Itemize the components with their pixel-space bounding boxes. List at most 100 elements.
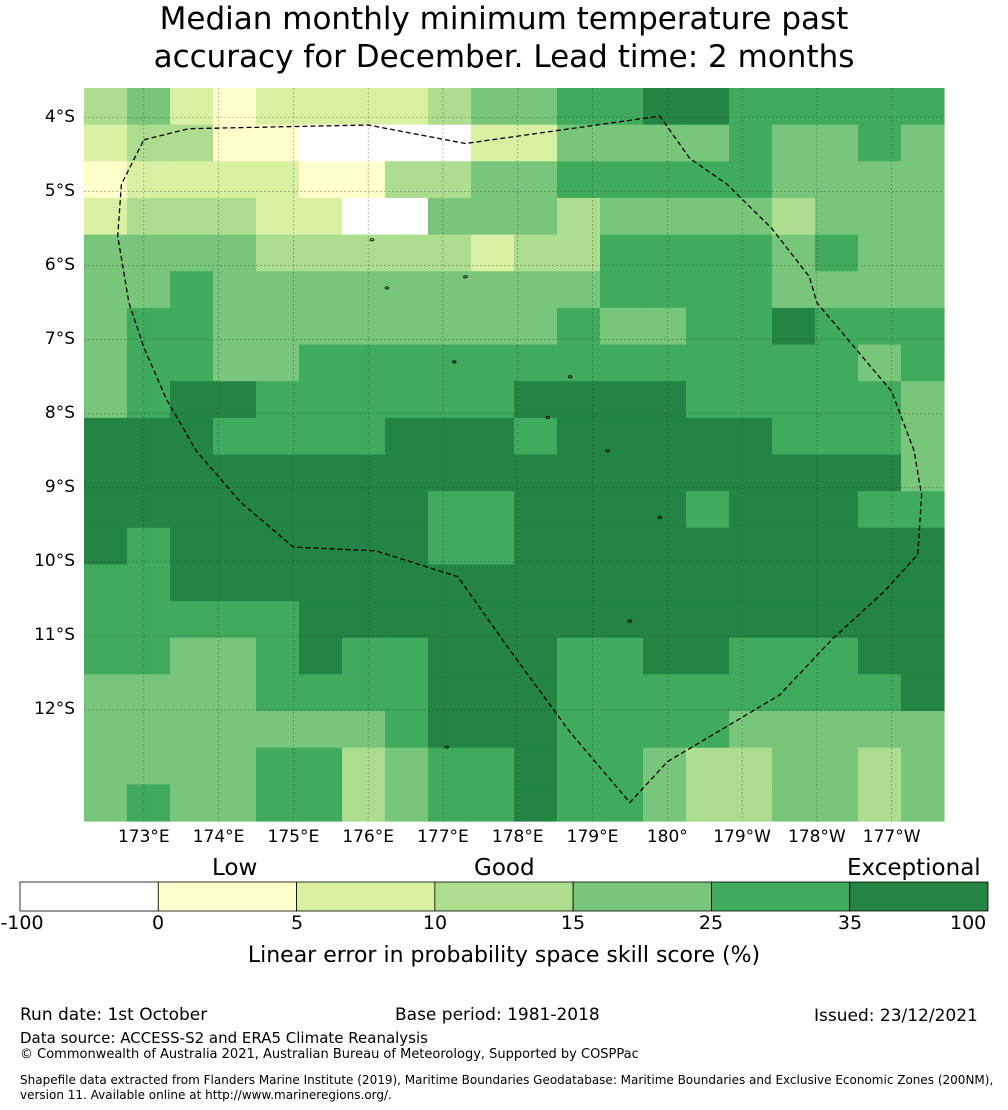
heatmap-cell [471,454,515,492]
heatmap-cell [514,711,558,749]
heatmap-cell [600,747,644,785]
colorbar-segment [296,881,436,912]
heatmap-cell [557,674,601,712]
heatmap-cell [299,491,343,529]
heatmap-cell [385,637,429,675]
heatmap-cell [127,784,171,822]
heatmap-cell [600,674,644,712]
heatmap-cell [385,564,429,602]
heatmap-cell [901,454,945,492]
heatmap-cell [815,234,859,272]
heatmap-cell [342,527,386,566]
lon-tick-label: 174°E [192,827,245,847]
heatmap-cell [127,747,171,785]
heatmap-cell [815,711,859,749]
heatmap-cell [514,454,558,492]
colorbar [19,881,989,912]
lat-tick-label: 10°S [34,550,75,571]
heatmap-cell [643,124,687,162]
heatmap-cell [686,344,730,382]
heatmap-cell [170,674,214,712]
colorbar-segment [157,881,297,912]
heatmap-cell [428,197,472,236]
heatmap-cell [514,381,558,419]
colorbar-segment [572,881,712,912]
heatmap-cell [514,637,558,675]
heatmap-cell [729,417,773,456]
heatmap-cell [643,454,687,492]
heatmap-cell [299,417,343,456]
heatmap-cell [858,491,902,529]
heatmap-cell [84,564,128,602]
island-outline [627,619,633,623]
heatmap-cell [299,161,343,199]
heatmap-cell [213,417,257,456]
heatmap-cell [600,344,644,382]
island-outline [444,745,449,749]
heatmap-cell [127,637,171,675]
heatmap-cell [643,271,687,309]
heatmap-cell [213,88,257,126]
heatmap-cell [600,491,644,529]
heatmap-cell [428,417,472,456]
heatmap-cell [84,381,128,419]
heatmap-cell [815,124,859,162]
heatmap-cell [170,747,214,785]
heatmap-cell [557,197,601,236]
heatmap-cell [557,747,601,785]
heatmap-cell [342,234,386,272]
heatmap-cell [729,124,773,162]
heatmap-cell [729,527,773,566]
heatmap-cell [600,307,644,346]
heatmap-cell [600,271,644,309]
heatmap-cell [342,381,386,419]
heatmap-cell [299,454,343,492]
colorbar-tick-label: 35 [837,912,863,934]
heatmap-cell [385,344,429,382]
heatmap-cell [127,527,171,566]
heatmap-cell [858,674,902,712]
heatmap-cell [213,601,257,639]
heatmap-cell [471,784,515,822]
heatmap-cell [127,601,171,639]
heatmap-cell [471,307,515,346]
heatmap-cell [729,88,773,126]
heatmap-cell [600,417,644,456]
heatmap-cell [256,601,300,639]
heatmap-cell [471,417,515,456]
lat-tick-label: 8°S [44,402,75,423]
heatmap-cell [858,454,902,492]
heatmap-cell [901,161,945,199]
heatmap-cell [127,234,171,272]
heatmap-cell [514,124,558,162]
lon-tick-label: 177°W [862,827,921,847]
heatmap-cell [213,197,257,236]
colorbar-segment [19,881,159,912]
heatmap-cell [815,161,859,199]
heatmap-cell [557,307,601,346]
heatmap-cell [772,711,816,749]
heatmap-cell [471,271,515,309]
heatmap-cell [514,527,558,566]
heatmap-cell [901,637,945,675]
heatmap-cell [256,307,300,346]
heatmap-cell [815,271,859,309]
heatmap-cell [170,454,214,492]
heatmap-cell [901,491,945,529]
heatmap-cell [299,197,343,236]
heatmap-cell [385,88,429,126]
heatmap-cell [170,491,214,529]
heatmap-cell [729,564,773,602]
heatmap-cell [686,747,730,785]
heatmap-cell [342,271,386,309]
heatmap-cell [84,747,128,785]
heatmap-cell [127,307,171,346]
copyright-notice: © Commonwealth of Australia 2021, Austra… [20,1047,639,1062]
heatmap-cell [256,417,300,456]
heatmap-cell [858,601,902,639]
heatmap-cell [471,637,515,675]
heatmap-cell [256,747,300,785]
heatmap-cell [643,674,687,712]
heatmap-cell [471,197,515,236]
heatmap-cell [729,161,773,199]
